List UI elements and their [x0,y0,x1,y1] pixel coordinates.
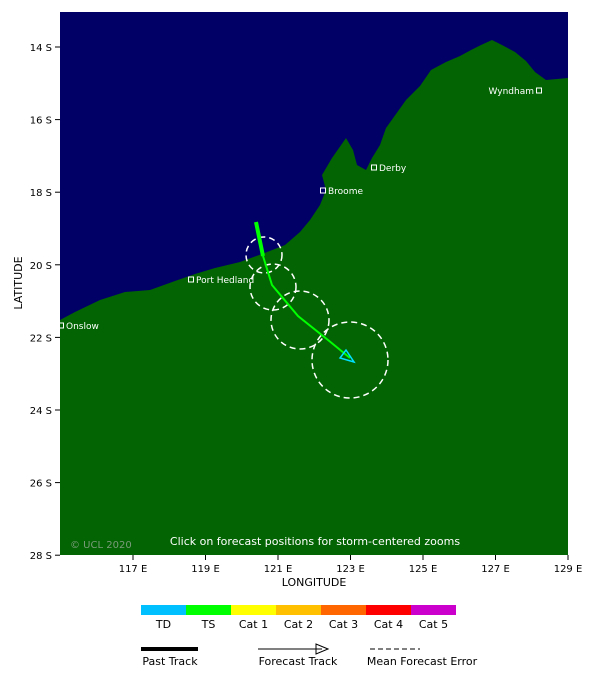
x-tick-label: 117 E [119,564,148,575]
category-label: Cat 3 [329,618,358,631]
click-note: Click on forecast positions for storm-ce… [170,535,460,548]
place-label: Wyndham [489,87,534,97]
category-label: Cat 1 [239,618,268,631]
y-tick-label: 16 S [30,116,52,127]
category-swatch [276,605,321,615]
land [60,40,568,555]
forecast-arrow-key [315,643,330,655]
track-key-label: Mean Forecast Error [367,655,478,668]
category-label: TD [155,618,171,631]
category-swatch [321,605,366,615]
y-tick-label: 20 S [30,261,52,272]
track-arrow [338,348,356,364]
x-tick-label: 125 E [409,564,438,575]
y-axis-label: LATITUDE [12,256,25,309]
category-swatch [231,605,276,615]
x-tick-label: 121 E [264,564,293,575]
x-tick-label: 129 E [554,564,583,575]
place-marker [320,187,326,194]
place-label: Derby [379,164,407,174]
place-marker [188,276,194,283]
place-marker [58,322,64,329]
y-tick-label: 26 S [30,479,52,490]
place-label: Onslow [66,322,99,332]
y-tick-label: 18 S [30,188,52,199]
forecast-track [262,255,351,359]
x-tick-label: 123 E [336,564,365,575]
past-track [254,221,265,257]
category-label: Cat 4 [374,618,403,631]
error-circle[interactable] [311,321,389,399]
category-swatch [366,605,411,615]
copyright: © UCL 2020 [70,540,132,551]
error-circles[interactable] [245,236,389,399]
error-circle[interactable] [270,290,330,350]
y-tick-label: 22 S [30,333,52,344]
category-label: Cat 2 [284,618,313,631]
category-swatch [186,605,231,615]
category-label: Cat 5 [419,618,448,631]
place-marker [371,164,377,171]
error-circle[interactable] [245,236,283,274]
place-marker [536,87,542,94]
place-label: Port Hedland [196,276,254,286]
category-label: TS [201,618,216,631]
x-axis-label: LONGITUDE [282,576,347,589]
y-tick-label: 14 S [30,43,52,54]
y-tick-label: 28 S [30,551,52,562]
place-label: Broome [328,187,363,197]
category-swatch [141,605,186,615]
category-swatch [411,605,456,615]
legend: TD TS Cat 1 Cat 2 Cat 3 Cat 4 Cat 5 Past Track F… [141,605,478,668]
x-tick-label: 119 E [191,564,220,575]
track-key-label: Past Track [142,655,198,668]
axes: 117 E 119 E 121 E 123 E 125 E 127 E 129 E 14 S 1… [30,43,583,575]
x-tick-label: 127 E [481,564,510,575]
track-key-label: Forecast Track [259,655,338,668]
y-tick-label: 24 S [30,406,52,417]
